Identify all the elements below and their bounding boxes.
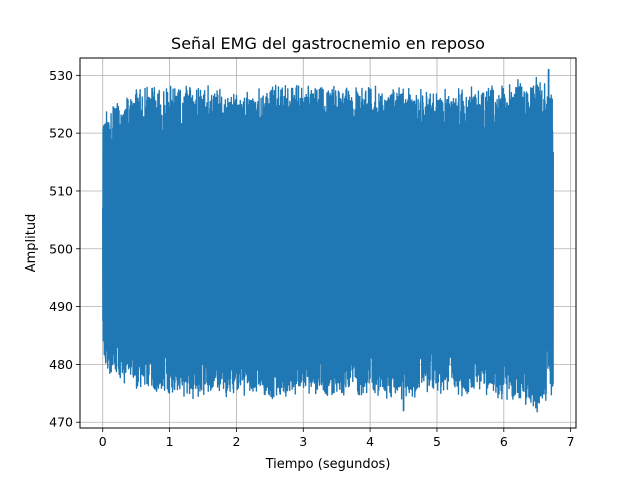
y-tick-label: 530 (49, 68, 73, 83)
y-tick-label: 470 (49, 415, 73, 430)
emg-signal-line (102, 68, 554, 413)
y-tick-label: 500 (49, 241, 73, 256)
x-tick-label: 3 (299, 434, 307, 449)
y-tick-label: 480 (49, 357, 73, 372)
x-tick-label: 4 (366, 434, 374, 449)
x-tick-label: 2 (232, 434, 240, 449)
x-tick-label: 0 (99, 434, 107, 449)
x-tick-label: 5 (433, 434, 441, 449)
x-tick-label: 6 (500, 434, 508, 449)
axes-frame (79, 57, 577, 429)
y-tick-label: 520 (49, 126, 73, 141)
x-tick-label: 7 (567, 434, 575, 449)
y-tick-label: 490 (49, 299, 73, 314)
axis-ticks: 0 1 2 3 4 5 6 7 470 480 490 500 510 520 530 (49, 68, 574, 449)
chart-title: Señal EMG del gastrocnemio en reposo (171, 34, 485, 53)
x-axis-label: Tiempo (segundos) (265, 457, 391, 472)
x-tick-label: 1 (166, 434, 174, 449)
y-axis-label: Amplitud (24, 214, 39, 273)
y-tick-label: 510 (49, 183, 73, 198)
plot-area (102, 68, 554, 413)
